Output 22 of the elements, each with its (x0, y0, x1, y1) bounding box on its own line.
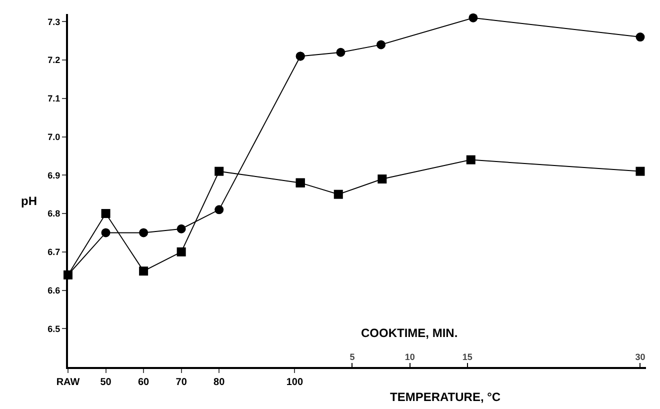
x-tick-label: 80 (214, 377, 226, 388)
x2-tick-label: 10 (404, 352, 415, 362)
x-axis-title: TEMPERATURE, °C (390, 390, 501, 404)
y-tick-label: 6.9 (48, 170, 60, 180)
y-tick-label: 6.6 (48, 285, 60, 296)
y-tick-label: 6.7 (48, 247, 60, 258)
x2-tick-label: 5 (350, 352, 355, 362)
x-tick-label: 100 (286, 377, 304, 388)
x2-axis-title: COOKTIME, MIN. (361, 326, 458, 340)
x2-tick-label: 15 (462, 352, 472, 362)
y-tick-label: 6.5 (48, 324, 60, 334)
y-tick-label: 7.0 (48, 132, 60, 142)
y-tick-label: 6.8 (48, 208, 60, 219)
x-tick-label: RAW (56, 377, 80, 388)
y-tick-label: 7.1 (48, 94, 60, 104)
y-tick-label: 7.2 (48, 55, 60, 66)
y-tick-label: 7.3 (48, 16, 60, 27)
y-axis-title: pH (21, 194, 37, 208)
x-tick-label: 70 (176, 377, 188, 388)
x-tick-label: 50 (100, 377, 112, 388)
x2-tick-label: 30 (635, 352, 646, 362)
x-tick-label: 60 (138, 377, 150, 388)
